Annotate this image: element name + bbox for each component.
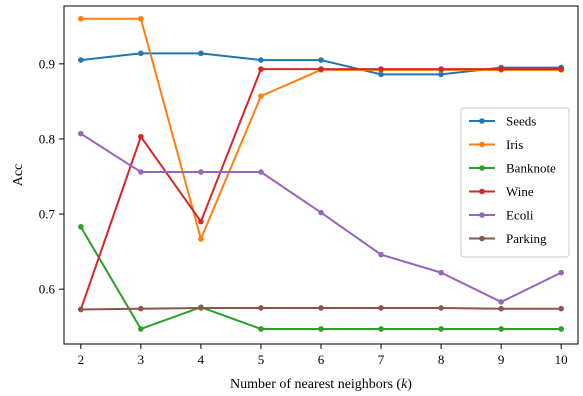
legend-label-parking: Parking [506, 231, 547, 246]
data-point-banknote [378, 326, 384, 332]
data-point-banknote [78, 224, 84, 230]
legend-label-wine: Wine [506, 184, 534, 199]
legend-label-banknote: Banknote [506, 161, 556, 176]
data-point-ecoli [138, 169, 144, 175]
legend-marker-parking [479, 235, 485, 242]
data-point-iris [138, 15, 144, 22]
data-point-wine [498, 66, 504, 72]
legend-label-iris: Iris [506, 137, 523, 152]
x-tick-label: 8 [438, 352, 445, 367]
data-point-wine [558, 66, 564, 72]
data-point-ecoli [558, 269, 564, 276]
x-tick-label: 10 [555, 352, 568, 367]
y-tick-label: 0.6 [39, 282, 56, 297]
data-point-ecoli [438, 269, 444, 276]
data-point-banknote [258, 326, 264, 332]
data-point-banknote [438, 326, 444, 332]
data-point-seeds [438, 71, 444, 78]
data-point-seeds [378, 71, 384, 78]
data-point-wine [318, 66, 324, 72]
data-point-ecoli [78, 130, 84, 137]
legend-marker-ecoli [479, 212, 485, 218]
data-point-ecoli [498, 299, 504, 305]
data-point-parking [498, 305, 504, 312]
data-point-parking [318, 305, 324, 311]
data-point-wine [258, 66, 264, 72]
x-tick-label: 3 [138, 352, 145, 367]
series-layer [78, 15, 564, 332]
data-point-parking [378, 305, 384, 311]
data-point-parking [198, 305, 204, 311]
data-point-seeds [138, 50, 144, 57]
y-tick-label: 0.9 [39, 56, 55, 71]
legend: Seeds Iris Banknote Wine Ecoli Parking [460, 107, 570, 258]
data-point-banknote [318, 326, 324, 332]
data-point-parking [78, 306, 84, 313]
x-tick-label: 6 [318, 352, 325, 367]
data-point-wine [378, 66, 384, 72]
data-point-ecoli [198, 169, 204, 175]
data-point-banknote [558, 326, 564, 332]
data-point-seeds [78, 57, 84, 63]
y-axis-label: Acc [11, 164, 26, 187]
legend-marker-iris [479, 141, 485, 148]
x-tick-label: 4 [198, 352, 205, 367]
x-tick-label: 5 [258, 352, 265, 367]
data-point-banknote [138, 326, 144, 332]
x-tick-label: 9 [498, 352, 505, 367]
data-point-wine [138, 133, 144, 140]
legend-label-seeds: Seeds [506, 114, 536, 129]
x-axis-label: Number of nearest neighbors (k) [230, 377, 412, 392]
data-point-ecoli [378, 251, 384, 258]
data-point-parking [438, 305, 444, 311]
x-tick-label: 7 [378, 352, 385, 367]
legend-marker-wine [479, 188, 485, 195]
data-point-parking [558, 305, 564, 312]
legend-marker-banknote [479, 165, 485, 171]
data-point-seeds [198, 50, 204, 57]
legend-marker-seeds [479, 118, 485, 124]
data-point-banknote [498, 326, 504, 332]
data-point-iris [258, 93, 264, 99]
data-point-iris [198, 236, 204, 242]
data-point-iris [78, 15, 84, 22]
data-point-wine [198, 218, 204, 225]
data-point-wine [438, 66, 444, 72]
data-point-ecoli [258, 169, 264, 175]
y-tick-label: 0.7 [39, 207, 56, 222]
data-point-ecoli [318, 209, 324, 216]
data-point-parking [258, 305, 264, 311]
data-point-seeds [258, 57, 264, 63]
y-tick-label: 0.8 [39, 131, 55, 146]
x-tick-label: 2 [78, 352, 85, 367]
data-point-parking [138, 305, 144, 312]
x-axis-ticks: 2 3 4 5 6 7 8 9 10 [78, 344, 568, 367]
legend-label-ecoli: Ecoli [506, 208, 534, 223]
data-point-seeds [318, 57, 324, 63]
y-axis-ticks: 0.6 0.7 0.8 0.9 [39, 56, 64, 297]
